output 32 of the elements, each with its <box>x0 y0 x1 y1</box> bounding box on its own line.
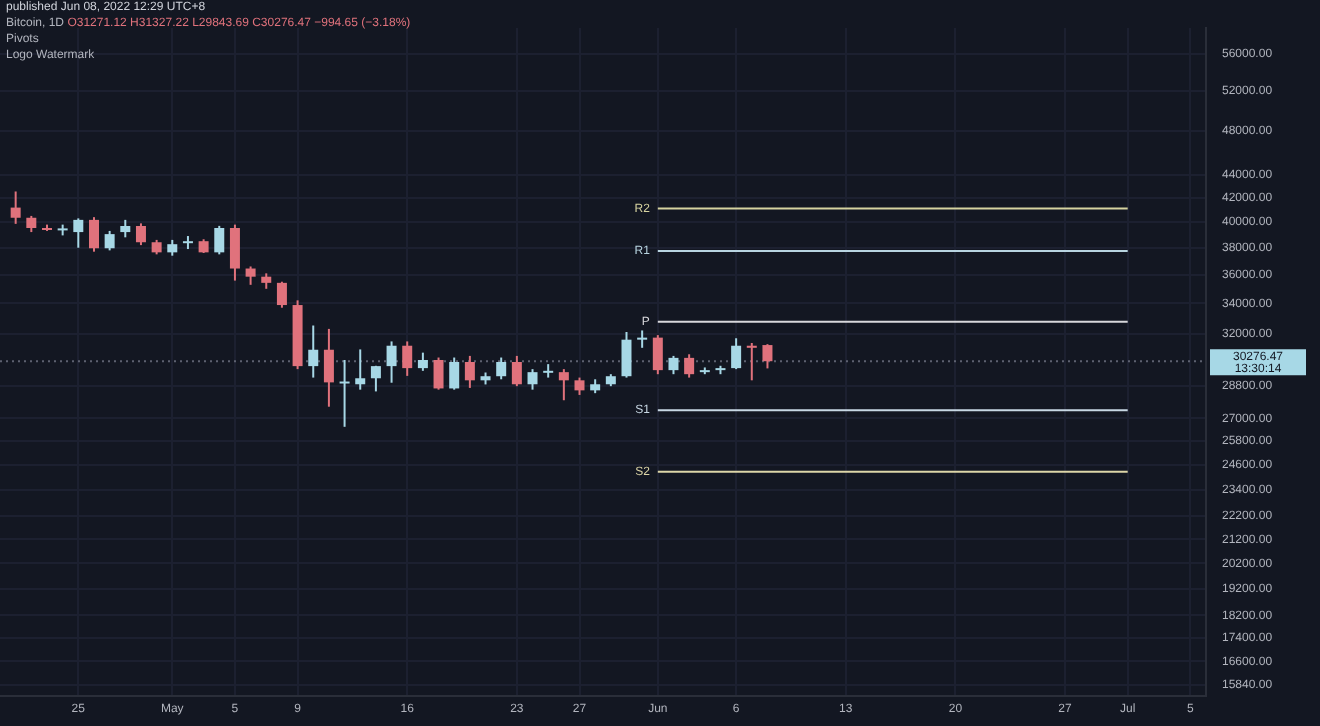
candlestick <box>135 222 146 247</box>
candlestick <box>762 343 773 370</box>
candlestick <box>464 354 475 389</box>
candlestick <box>323 327 334 408</box>
candlestick <box>637 329 648 349</box>
candlestick <box>496 356 507 381</box>
candlestick <box>88 216 99 253</box>
candlestick <box>511 354 522 388</box>
candlestick <box>276 280 287 309</box>
candlestick <box>339 359 350 428</box>
candlestick <box>104 229 115 252</box>
candlestick <box>214 224 225 256</box>
candlestick <box>433 356 444 391</box>
candlestick <box>558 368 569 402</box>
candlestick <box>527 368 538 391</box>
candlestick <box>668 354 679 376</box>
candlestick <box>684 353 695 379</box>
candlestick <box>731 337 742 371</box>
candlestick <box>73 217 84 249</box>
candlestick <box>652 334 663 376</box>
candlestick <box>229 223 240 282</box>
candlestick <box>308 324 319 379</box>
candlestick <box>355 348 366 391</box>
candlestick <box>449 356 460 391</box>
candlestick <box>746 342 757 382</box>
candlestick <box>10 190 21 225</box>
candlestick <box>402 340 413 377</box>
candlestick <box>621 331 632 379</box>
candlestick <box>370 364 381 393</box>
candlestick <box>245 265 256 286</box>
candlestick <box>417 351 428 372</box>
candlestick <box>386 340 397 384</box>
